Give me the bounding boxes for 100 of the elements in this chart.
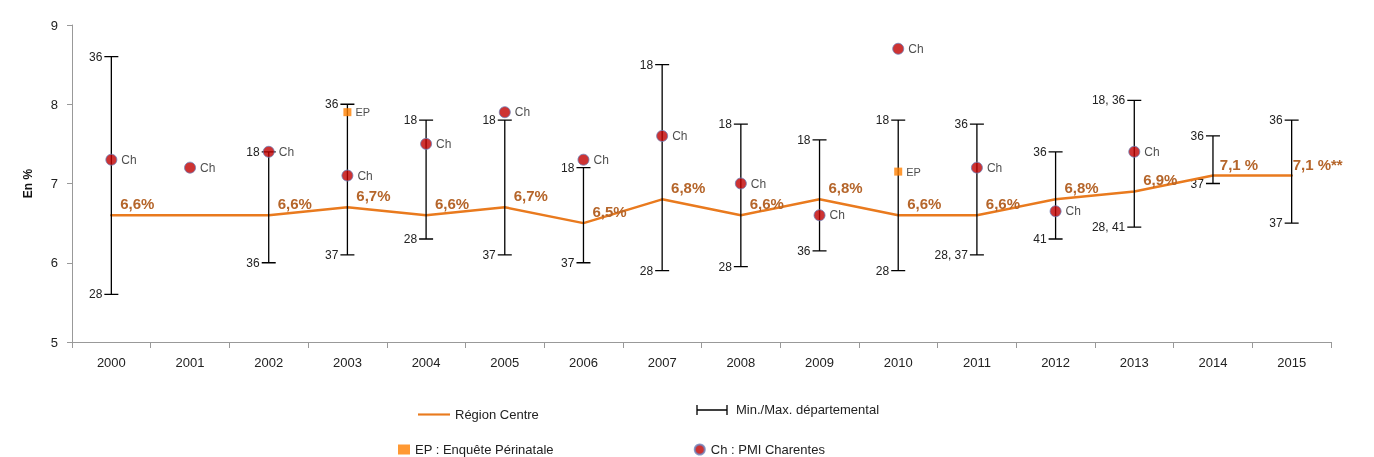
x-tick-label: 2012 <box>1041 355 1071 370</box>
annotation: 18 <box>561 160 575 175</box>
annotation: 37 <box>1269 216 1283 231</box>
x-tick-label: 2008 <box>726 355 756 370</box>
data-label: Ch <box>200 160 216 175</box>
annotation: 36 <box>1269 113 1283 128</box>
annotation: 18 <box>639 57 654 72</box>
x-tick-label: 2001 <box>175 355 205 370</box>
data-label: 6,6% <box>985 195 1021 213</box>
data-label: 6,6% <box>120 195 155 213</box>
x-tick-label: 2010 <box>883 355 913 370</box>
data-label: Ch <box>1065 204 1081 219</box>
x-tick-label: 2011 <box>962 355 991 370</box>
y-tick-label: 8 <box>50 96 58 112</box>
annotation: 36 <box>246 255 261 270</box>
annotation: 28 <box>718 259 733 274</box>
x-tick-label: 2003 <box>332 355 362 370</box>
annotation: 37 <box>561 255 575 270</box>
annotation: 36 <box>797 243 811 258</box>
annotation: 36 <box>954 117 969 132</box>
legend-label: EP : Enquête Périnatale <box>415 442 554 457</box>
annotation: 28 <box>403 231 418 246</box>
data-label: Ch <box>278 144 295 159</box>
x-tick-label: 2000 <box>96 355 126 370</box>
data-label: Ch <box>514 105 531 120</box>
x-tick-label: 2009 <box>805 355 834 370</box>
data-label: Ch <box>750 176 767 191</box>
data-label: Ch <box>436 136 452 151</box>
x-tick-label: 2014 <box>1198 355 1228 370</box>
annotation: 18 <box>482 113 497 128</box>
y-axis-title: En % <box>21 168 35 199</box>
point <box>341 169 354 182</box>
data-label: 6,8% <box>671 179 706 197</box>
point <box>105 153 118 166</box>
annotation: 28, 37 <box>934 247 969 262</box>
data-label: 7,1 % <box>1219 155 1259 173</box>
annotation: 36 <box>1033 144 1047 159</box>
x-tick-label: 2004 <box>411 355 441 370</box>
annotation: 18 <box>403 113 418 128</box>
x-tick-label: 2013 <box>1119 355 1149 370</box>
data-label: 6,6% <box>277 195 312 213</box>
x-tick-label: 2015 <box>1277 355 1307 370</box>
data-label: Ch <box>908 41 924 56</box>
data-label: 6,7% <box>356 187 391 205</box>
data-label: Ch <box>593 152 609 167</box>
data-label: 6,8% <box>828 179 863 197</box>
data-label: Ch <box>121 152 137 167</box>
x-tick-label: 2002 <box>254 355 284 370</box>
data-label: 6,6% <box>749 195 784 213</box>
point <box>577 153 590 166</box>
annotation: 18 <box>718 117 733 132</box>
data-label: Ch <box>672 128 688 143</box>
y-tick-label: 7 <box>50 176 58 191</box>
data-label: 6,8% <box>1064 179 1099 197</box>
point <box>970 161 983 174</box>
x-tick-label: 2006 <box>569 355 598 370</box>
point <box>262 145 275 158</box>
data-label: Ch <box>986 160 1003 175</box>
annotation: 28, 41 <box>1091 220 1126 235</box>
annotation: 18 <box>875 113 890 128</box>
annotation: 18 <box>797 132 811 147</box>
y-tick-label: 6 <box>50 255 58 271</box>
point <box>343 108 352 117</box>
annotation: 37 <box>482 247 497 262</box>
data-label: 6,9% <box>1143 171 1178 189</box>
data-label: Ch <box>829 208 845 223</box>
point <box>184 161 197 174</box>
point <box>1128 145 1141 158</box>
text: Min./Max. départemental <box>736 402 880 417</box>
annotation: 36 <box>88 49 103 64</box>
point <box>813 209 826 222</box>
y-tick-label: 5 <box>50 334 58 350</box>
point <box>734 177 747 190</box>
annotation: 41 <box>1033 231 1047 246</box>
point <box>892 42 905 55</box>
data-label: Ch <box>1144 144 1160 159</box>
annotation: 36 <box>1190 128 1205 143</box>
legend-label: Ch : PMI Charentes <box>710 442 826 457</box>
data-label: EP <box>355 106 371 119</box>
annotation: 18, 36 <box>1091 93 1126 108</box>
data-label: Ch <box>357 168 373 183</box>
data-label: 6,6% <box>907 195 942 213</box>
point <box>656 129 669 142</box>
point <box>1049 205 1062 218</box>
point <box>894 167 903 176</box>
y-tick-label: 9 <box>50 17 58 33</box>
x-tick-label: 2005 <box>490 355 520 370</box>
x-tick-label: 2007 <box>647 355 677 370</box>
data-label: 7,1 %** <box>1292 155 1343 173</box>
legend-label: Région Centre <box>455 407 539 422</box>
data-label: 6,7% <box>513 187 548 205</box>
annotation: 37 <box>325 247 339 262</box>
annotation: 28 <box>875 263 890 278</box>
annotation: 28 <box>639 263 654 278</box>
point <box>498 106 511 119</box>
annotation: 18 <box>246 144 261 159</box>
data-label: 6,6% <box>434 195 470 213</box>
data-label: EP <box>906 165 921 178</box>
annotation: 36 <box>325 97 339 112</box>
annotation: 28 <box>88 287 103 302</box>
